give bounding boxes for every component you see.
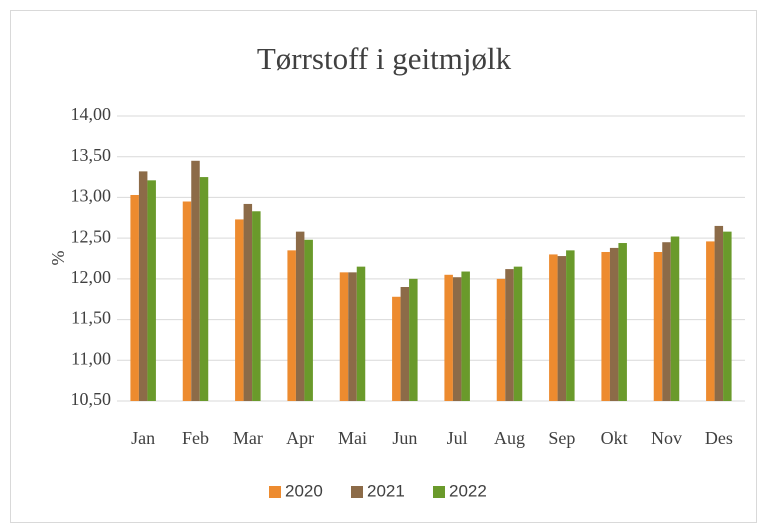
bar <box>618 243 627 401</box>
bar <box>287 250 296 401</box>
bar <box>714 225 724 401</box>
legend-swatch <box>269 486 281 498</box>
x-tick-label: Nov <box>651 428 682 448</box>
y-tick-label: 11,00 <box>71 348 111 368</box>
bar <box>723 231 732 401</box>
legend-swatch <box>433 486 445 498</box>
y-tick-label: 11,50 <box>71 308 111 328</box>
bar <box>409 278 418 401</box>
x-tick-label: Feb <box>182 428 209 448</box>
legend-swatch <box>351 486 363 498</box>
y-axis-label: % <box>48 251 68 266</box>
bar <box>662 242 671 401</box>
bar <box>392 296 401 401</box>
bar <box>496 278 506 401</box>
bar <box>235 219 244 401</box>
bar <box>295 231 305 401</box>
bar <box>461 271 470 401</box>
bar <box>452 277 462 401</box>
bar <box>356 266 366 401</box>
legend-label: 2020 <box>285 481 323 500</box>
bar <box>304 239 313 401</box>
x-tick-label: Okt <box>601 428 628 448</box>
bar <box>653 251 663 401</box>
bar <box>549 254 558 401</box>
x-tick-label: Apr <box>286 428 314 448</box>
bar <box>513 266 523 401</box>
bar <box>243 203 253 401</box>
legend-label: 2021 <box>367 481 405 500</box>
bar <box>339 272 349 401</box>
x-tick-label: Jul <box>447 428 468 448</box>
bar <box>601 251 610 401</box>
bar <box>670 236 680 401</box>
y-tick-label: 10,50 <box>71 389 112 409</box>
bar <box>609 247 619 401</box>
x-tick-label: Jan <box>131 428 155 448</box>
bar <box>147 180 156 401</box>
bar <box>444 274 453 401</box>
bar <box>348 272 357 401</box>
bar <box>557 256 567 401</box>
y-tick-label: 12,50 <box>71 226 112 246</box>
bar <box>400 287 410 401</box>
bar <box>706 241 715 401</box>
x-tick-label: Aug <box>494 428 525 448</box>
bar <box>505 269 514 401</box>
bar <box>252 211 261 401</box>
bar <box>566 250 575 401</box>
y-tick-label: 13,00 <box>71 186 112 206</box>
y-tick-label: 12,00 <box>71 267 112 287</box>
bar <box>199 177 209 401</box>
x-tick-label: Sep <box>548 428 575 448</box>
x-tick-label: Mai <box>338 428 367 448</box>
x-tick-label: Mar <box>233 428 263 448</box>
x-tick-label: Jun <box>392 428 417 448</box>
bar <box>182 201 192 401</box>
bar <box>130 194 139 401</box>
bar <box>191 160 200 401</box>
y-tick-label: 14,00 <box>71 104 112 124</box>
bar <box>138 171 148 401</box>
x-tick-label: Des <box>705 428 733 448</box>
chart-title: Tørrstoff i geitmjølk <box>257 41 512 76</box>
y-tick-label: 13,50 <box>71 145 112 165</box>
chart-frame <box>10 10 757 523</box>
legend-label: 2022 <box>449 481 487 500</box>
